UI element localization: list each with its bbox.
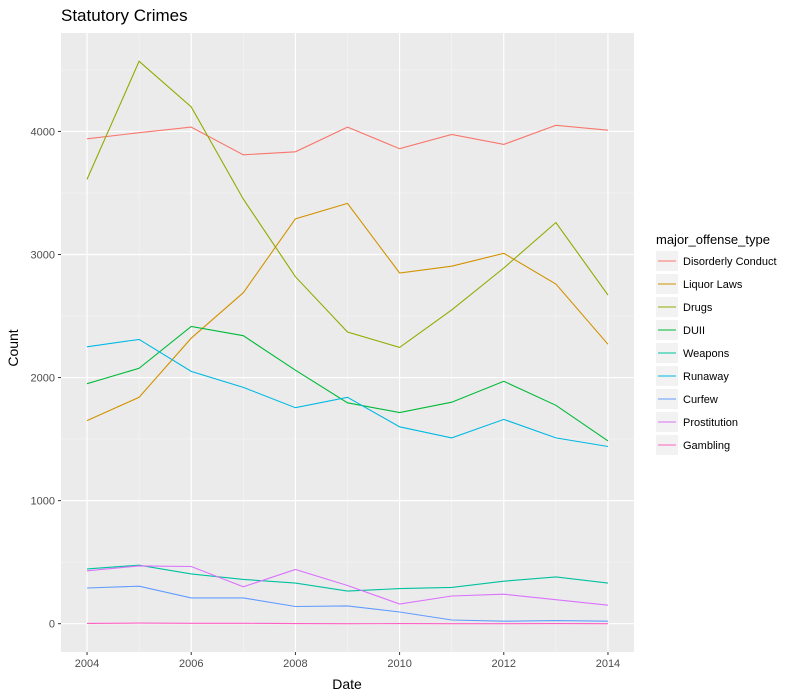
series-line-7 [86, 565, 609, 606]
legend: major_offense_type Disorderly Conduct Liq… [656, 232, 777, 455]
y-tick-label: 2000 [31, 373, 55, 385]
x-tick-label: 2012 [492, 658, 516, 670]
x-tick-label: 2006 [179, 658, 203, 670]
series-lines [86, 60, 609, 625]
series-line-1 [86, 202, 609, 422]
series-line-0 [86, 124, 609, 156]
series-line-5 [86, 338, 609, 448]
series-line-4 [86, 564, 609, 592]
x-tick-label: 2008 [283, 658, 307, 670]
series-line-8 [86, 622, 609, 625]
legend-label: Weapons [683, 348, 730, 360]
y-axis: 0 1000 2000 3000 4000 [31, 126, 61, 631]
y-tick-label: 4000 [31, 126, 55, 138]
legend-label: DUII [683, 325, 705, 337]
legend-label: Disorderly Conduct [683, 256, 777, 268]
legend-label: Drugs [683, 302, 713, 314]
legend-title: major_offense_type [656, 232, 770, 247]
x-tick-label: 2010 [387, 658, 411, 670]
x-tick-label: 2014 [596, 658, 620, 670]
x-axis-title: Date [332, 676, 362, 692]
legend-label: Prostitution [683, 417, 738, 429]
series-line-3 [86, 325, 609, 442]
x-axis: 2004 2006 2008 2010 2012 2014 [75, 652, 620, 670]
series-line-2 [86, 60, 609, 349]
legend-label: Curfew [683, 394, 718, 406]
legend-label: Gambling [683, 440, 730, 452]
grid-minor [61, 33, 634, 652]
x-tick-label: 2004 [75, 658, 99, 670]
series-line-6 [86, 585, 609, 622]
y-axis-title: Count [5, 329, 21, 366]
y-tick-label: 0 [49, 619, 55, 631]
legend-label: Liquor Laws [683, 279, 743, 291]
y-tick-label: 1000 [31, 496, 55, 508]
chart-title: Statutory Crimes [61, 6, 188, 25]
y-tick-label: 3000 [31, 250, 55, 262]
legend-label: Runaway [683, 371, 729, 383]
